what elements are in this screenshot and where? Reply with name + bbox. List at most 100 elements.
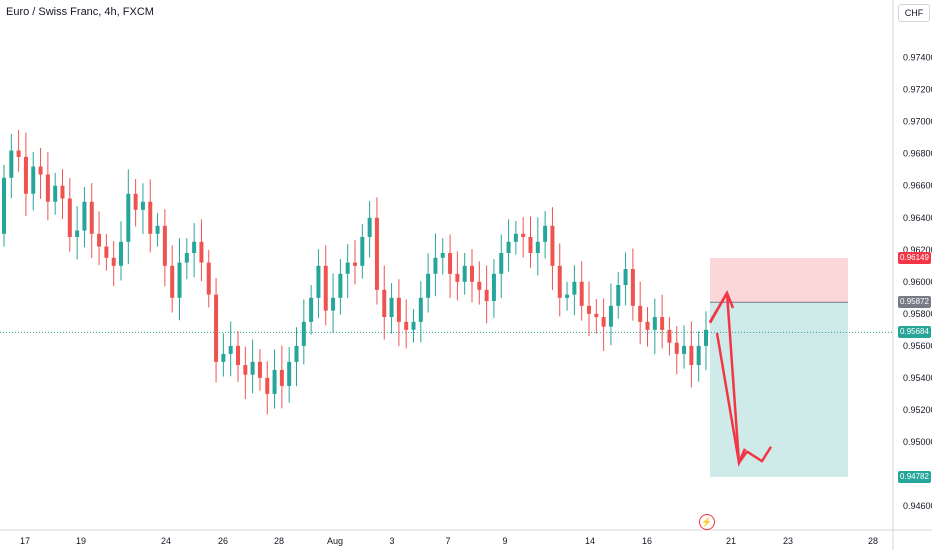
candle	[470, 265, 474, 282]
chart-title: Euro / Swiss Franc, 4h, FXCM	[6, 6, 154, 18]
candle	[623, 269, 628, 286]
candle	[97, 233, 102, 247]
x-tick-label: 7	[445, 536, 450, 546]
candle	[499, 252, 504, 274]
candle	[389, 297, 394, 318]
candle	[67, 198, 72, 237]
price-tag[interactable]: 0.95872	[898, 296, 931, 309]
candle	[162, 225, 167, 266]
candle	[360, 236, 365, 266]
price-tag[interactable]: 0.95684	[898, 326, 931, 339]
candle	[206, 262, 211, 295]
candle	[236, 345, 240, 366]
y-tick-label: 0.94600	[903, 501, 932, 511]
candle	[53, 185, 58, 202]
candle	[587, 305, 591, 314]
candle	[184, 252, 189, 263]
candle	[82, 201, 87, 231]
candle	[411, 321, 416, 330]
stop-loss-zone[interactable]	[710, 257, 848, 303]
candle	[521, 233, 526, 237]
price-tag[interactable]: 0.94782	[898, 470, 931, 483]
x-tick-label: 24	[161, 536, 171, 546]
candle	[652, 317, 657, 330]
candle	[133, 193, 138, 210]
candle	[682, 345, 687, 354]
x-tick-label: 21	[726, 536, 736, 546]
candle	[418, 297, 423, 322]
forecast-arrow-head	[708, 290, 735, 324]
candle	[192, 241, 197, 253]
candle	[579, 281, 584, 306]
candle	[338, 273, 343, 298]
candle	[367, 217, 372, 237]
candle	[374, 217, 379, 290]
candle	[696, 345, 701, 366]
candle	[140, 201, 145, 210]
candle	[228, 345, 233, 354]
candle	[148, 201, 153, 234]
candle	[484, 289, 489, 302]
candle	[89, 201, 94, 234]
candle	[272, 369, 277, 394]
candle	[535, 241, 540, 253]
candle	[2, 177, 6, 234]
candle	[243, 365, 248, 375]
candle	[594, 313, 599, 318]
candle	[323, 265, 328, 311]
candle	[601, 317, 606, 327]
candle	[528, 236, 533, 253]
x-tick-label: 26	[218, 536, 228, 546]
candle	[23, 156, 28, 194]
candle	[177, 262, 182, 298]
candle	[704, 329, 708, 346]
candle	[170, 265, 175, 298]
candle	[513, 233, 518, 242]
candle	[477, 281, 482, 290]
candle	[309, 297, 314, 322]
candle	[111, 257, 116, 266]
x-tick-label: 28	[274, 536, 284, 546]
candle	[630, 269, 635, 306]
candle	[565, 294, 570, 298]
candle	[9, 150, 14, 178]
x-tick-label: 14	[585, 536, 595, 546]
lightning-icon[interactable]: ⚡	[699, 514, 715, 530]
currency-badge[interactable]: CHF	[898, 4, 930, 22]
candle	[426, 273, 431, 298]
candle	[491, 273, 496, 302]
candle	[433, 257, 438, 274]
x-tick-label: 19	[76, 536, 86, 546]
candle	[75, 230, 80, 237]
candle	[31, 166, 36, 194]
candle	[557, 265, 562, 298]
candle	[316, 265, 321, 298]
candle	[550, 225, 555, 266]
candle	[294, 345, 299, 362]
candle	[645, 321, 650, 330]
x-tick-label: 3	[389, 536, 394, 546]
x-tick-label: 9	[502, 536, 507, 546]
candle	[660, 317, 665, 330]
candle	[667, 329, 672, 343]
candle	[199, 241, 204, 263]
candle	[689, 345, 694, 366]
candle	[221, 353, 226, 362]
candle	[301, 321, 306, 346]
candle	[45, 174, 50, 202]
candle	[353, 262, 357, 266]
price-tag[interactable]: 0.96149	[898, 251, 931, 264]
candle	[265, 377, 270, 394]
x-tick-label: Aug	[327, 536, 343, 546]
candle	[16, 150, 21, 157]
candle	[104, 246, 109, 258]
